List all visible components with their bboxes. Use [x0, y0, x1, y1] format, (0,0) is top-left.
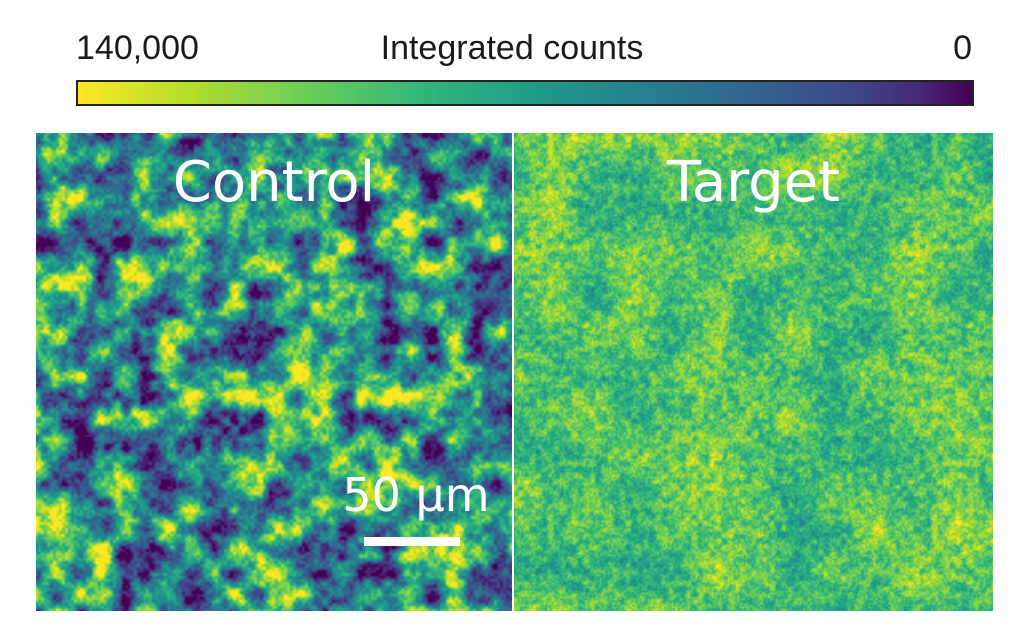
scale-bar-label: 50 µm: [342, 468, 490, 522]
colorbar-min-label: 0: [953, 29, 972, 67]
panel-divider: [512, 133, 514, 611]
target-image-panel: Target: [514, 133, 993, 611]
control-label: Control: [172, 150, 376, 215]
target-label: Target: [666, 150, 841, 215]
target-heatmap-image: [514, 133, 993, 611]
control-image-panel: Control 50 µm: [36, 133, 512, 611]
colorbar-title: Integrated counts: [380, 29, 644, 67]
colorbar-gradient: [76, 80, 974, 106]
scale-bar: [364, 537, 460, 546]
colorbar-max-label: 140,000: [76, 29, 199, 67]
control-heatmap-image: [36, 133, 512, 611]
